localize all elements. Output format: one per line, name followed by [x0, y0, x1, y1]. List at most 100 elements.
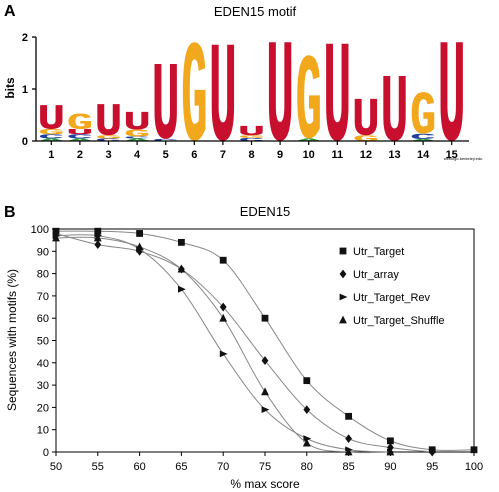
logo-stacks — [38, 42, 463, 142]
series-utr-target-shuffle — [52, 233, 395, 456]
legend-marker — [339, 247, 347, 255]
data-point — [219, 313, 228, 322]
y-tick-label: 10 — [37, 425, 49, 437]
data-point — [345, 434, 352, 444]
data-point — [302, 438, 311, 447]
data-point — [261, 356, 269, 365]
logo-letter-g — [182, 42, 206, 142]
logo-position-label: 7 — [220, 149, 226, 161]
logo-letter-u — [383, 76, 406, 141]
legend: Utr_Target Utr_array Utr_Target_Rev Utr_Tar… — [339, 246, 445, 327]
logo-letter-g — [354, 135, 378, 141]
data-point — [428, 447, 436, 457]
y-tick-label: 20 — [37, 402, 49, 414]
logo-letter-g — [411, 92, 435, 134]
panel-a-label: A — [4, 3, 16, 20]
data-point — [52, 233, 60, 242]
data-point — [93, 233, 102, 242]
panel-a-y-tick-label: 2 — [22, 32, 28, 44]
logo-letter-u — [97, 104, 120, 136]
panel-b-series — [52, 227, 478, 457]
data-point — [178, 238, 185, 246]
logo-position-label: 3 — [105, 149, 111, 161]
data-point — [303, 377, 311, 385]
panel-b-x-axis-label: % max score — [230, 477, 300, 491]
y-tick-label: 30 — [37, 380, 49, 392]
x-tick-label: 55 — [92, 461, 104, 473]
data-point — [386, 447, 395, 456]
data-point — [219, 302, 227, 312]
logo-position-label: 15 — [446, 149, 458, 161]
x-tick-label: 95 — [426, 461, 438, 473]
data-point — [178, 285, 186, 293]
y-tick-label: 50 — [37, 336, 49, 348]
panel-a-y-tick-label: 1 — [22, 84, 28, 96]
panel-b-y-axis-label: Sequences with motifs (%) — [5, 269, 19, 411]
data-point — [177, 264, 186, 273]
logo-position-label: 12 — [360, 149, 372, 161]
x-tick-label: 50 — [50, 461, 62, 473]
logo-position-label: 4 — [134, 149, 141, 161]
logo-letter-c — [240, 137, 263, 141]
logo-letter-u — [240, 125, 263, 136]
data-point — [387, 437, 394, 445]
x-tick-label: 80 — [301, 461, 313, 473]
legend-marker — [339, 293, 348, 301]
weblogo-credit: weblogo.berkeley.edu — [444, 156, 483, 161]
plot-frame — [55, 228, 475, 453]
logo-position-label: 9 — [277, 149, 283, 161]
logo-letter-u — [354, 98, 378, 136]
panel-a-y-axis-label: bits — [3, 77, 17, 99]
y-tick-label: 0 — [43, 447, 49, 459]
logo-position-label: 1 — [48, 149, 54, 161]
data-point — [303, 405, 311, 415]
legend-label: Utr_array — [353, 269, 399, 281]
logo-position-label: 14 — [417, 149, 430, 161]
series-curve — [55, 234, 391, 453]
data-point — [344, 447, 353, 456]
series-utr-target-rev — [52, 232, 395, 456]
panel-b-title: EDEN15 — [240, 204, 291, 219]
data-point — [135, 242, 144, 251]
y-tick-label: 70 — [37, 291, 49, 303]
panel-b-line-chart: B EDEN15 0 10 20 30 40 50 60 70 80 90 100 50 55 60 65… — [4, 204, 483, 491]
logo-letter-c — [39, 134, 63, 139]
data-point — [261, 406, 270, 414]
series-utr-array — [52, 229, 436, 457]
legend-label: Utr_Target — [353, 246, 404, 258]
logo-letter-u — [326, 43, 349, 142]
logo-position-label: 2 — [77, 149, 83, 161]
x-tick-label: 85 — [342, 461, 354, 473]
panel-b-label: B — [4, 204, 16, 221]
data-point — [219, 256, 227, 264]
panel-a-sequence-logo: A EDEN15 motif bits 2 1 0 1 2 3 4 5 6 7 8 9 10 11 1… — [3, 3, 482, 161]
x-tick-label: 65 — [175, 461, 187, 473]
logo-letter-g — [39, 129, 63, 135]
data-point — [136, 230, 143, 237]
logo-letter-g — [68, 113, 92, 130]
logo-letter-u — [68, 129, 92, 135]
logo-letter-u — [40, 105, 63, 130]
series-curve — [55, 232, 433, 453]
data-point — [303, 435, 312, 443]
logo-letter-u — [125, 111, 149, 130]
x-tick-label: 75 — [259, 461, 271, 473]
logo-position-label: 6 — [191, 149, 197, 161]
logo-letter-g — [240, 135, 263, 138]
y-tick-label: 80 — [37, 269, 49, 281]
panel-b-y-ticks: 0 10 20 30 40 50 60 70 80 90 100 — [31, 224, 56, 459]
data-point — [261, 314, 269, 322]
logo-letter-u — [440, 42, 463, 142]
panel-a-y-tick-label: 0 — [22, 136, 28, 148]
logo-position-labels: 1 2 3 4 5 6 7 8 9 10 11 12 13 14 15 — [36, 140, 469, 161]
series-curve — [55, 236, 391, 454]
logo-position-label: 5 — [163, 149, 169, 161]
logo-position-label: 13 — [388, 149, 400, 161]
x-tick-label: 60 — [133, 461, 145, 473]
logo-position-label: 8 — [248, 149, 254, 161]
x-tick-label: 90 — [384, 461, 396, 473]
logo-position-label: 10 — [303, 149, 315, 161]
series-curve — [55, 230, 475, 451]
logo-letter-u — [211, 44, 235, 141]
